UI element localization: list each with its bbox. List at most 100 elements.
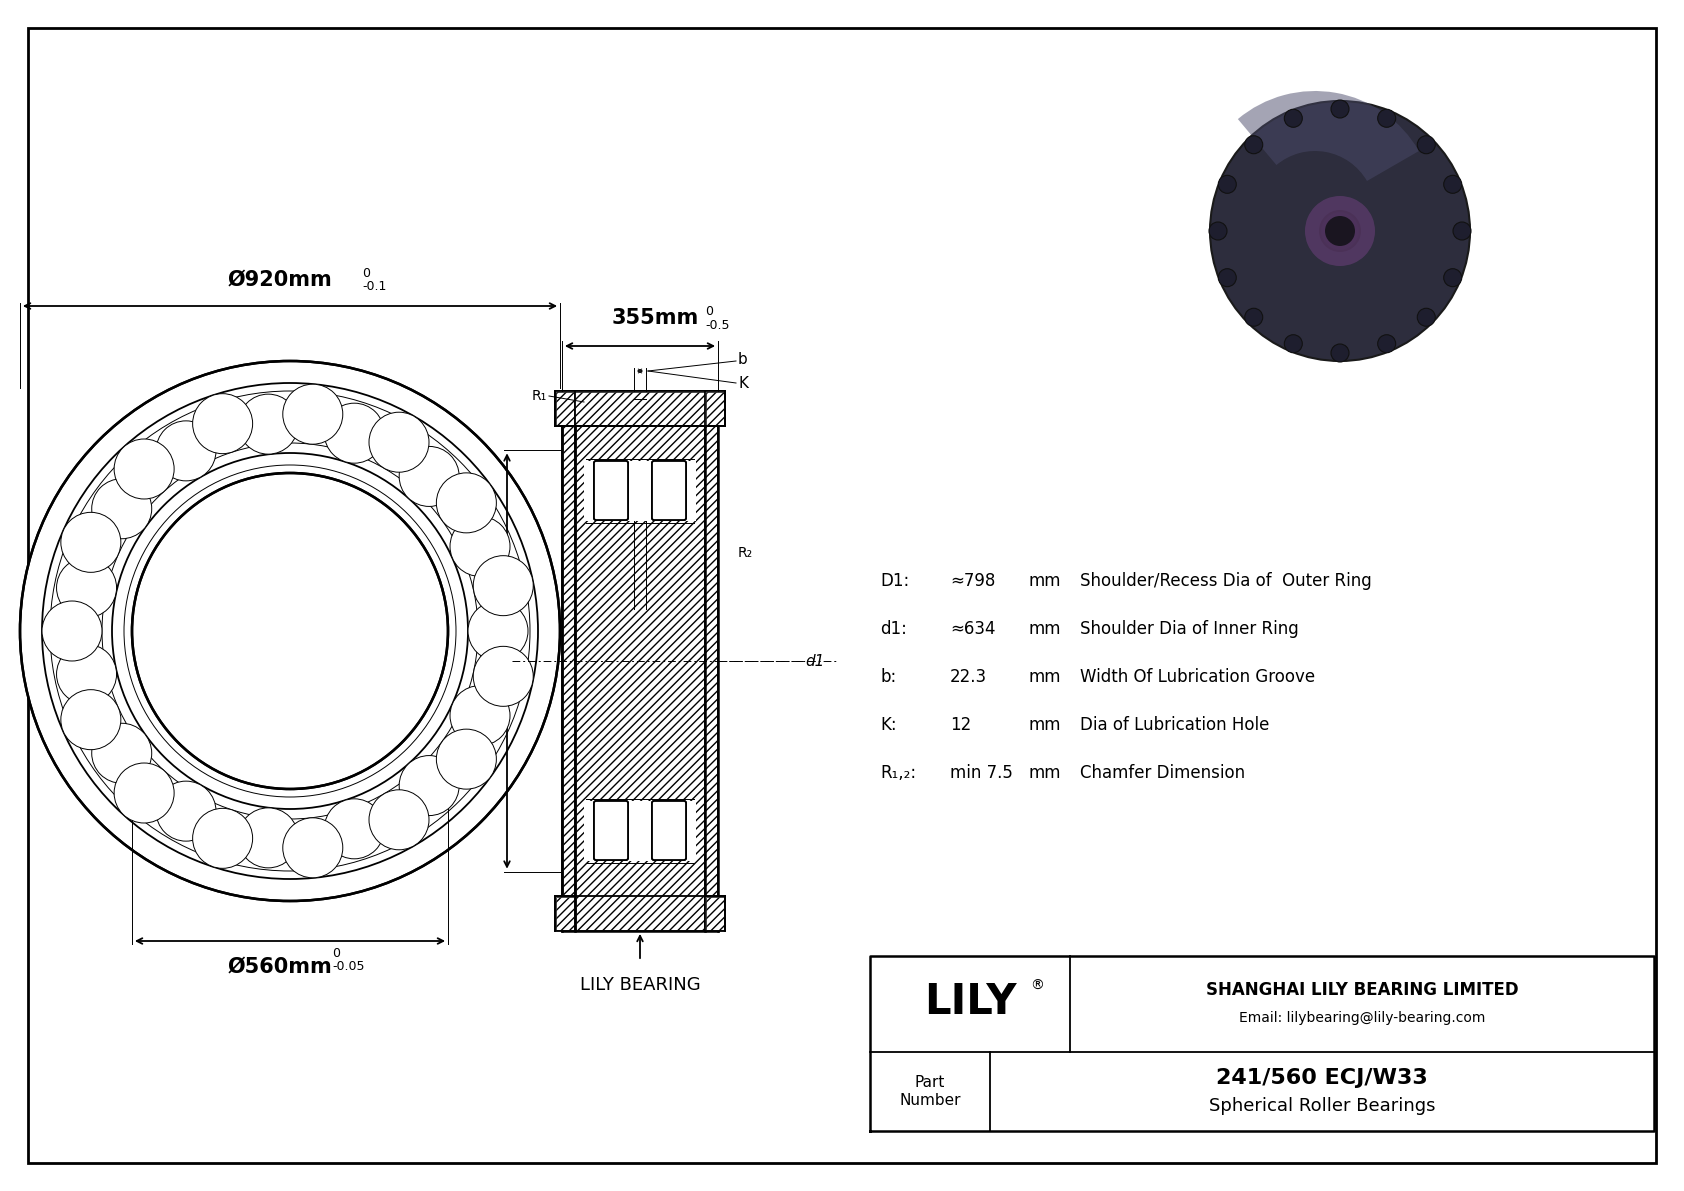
Circle shape [157,781,216,841]
Circle shape [1378,335,1396,353]
Circle shape [57,644,116,704]
Text: mm: mm [1027,763,1061,782]
Circle shape [283,818,344,878]
Circle shape [91,723,152,784]
Circle shape [61,512,121,573]
Text: R₂: R₂ [738,545,753,560]
Circle shape [1443,269,1462,287]
Circle shape [1443,175,1462,193]
Circle shape [192,394,253,454]
Bar [697,392,717,930]
Text: d1:: d1: [881,621,908,638]
Text: Shoulder/Recess Dia of  Outer Ring: Shoulder/Recess Dia of Outer Ring [1079,572,1372,590]
Text: 0: 0 [362,267,370,280]
Circle shape [1418,136,1435,154]
Circle shape [436,729,497,790]
Text: ®: ® [1031,979,1044,993]
Bar [556,391,574,426]
Text: D1:: D1: [881,572,909,590]
Circle shape [237,807,298,868]
Text: R₁: R₁ [532,389,547,403]
Text: Dia of Lubrication Hole: Dia of Lubrication Hole [1079,716,1270,734]
Circle shape [57,557,116,618]
Bar [556,392,574,425]
Bar [706,897,724,930]
FancyBboxPatch shape [652,461,685,520]
Text: Email: lilybearing@lily-bearing.com: Email: lilybearing@lily-bearing.com [1239,1011,1485,1025]
FancyBboxPatch shape [652,802,685,860]
Text: b: b [738,351,748,367]
Text: mm: mm [1027,716,1061,734]
Circle shape [1244,308,1263,326]
Circle shape [1285,335,1302,353]
Text: -0.1: -0.1 [362,280,386,293]
Circle shape [369,790,429,850]
Circle shape [468,601,529,661]
FancyBboxPatch shape [594,461,628,520]
Text: R₁,₂:: R₁,₂: [881,763,916,782]
Circle shape [1211,101,1470,361]
Bar [556,897,574,930]
Text: ≈798: ≈798 [950,572,995,590]
Bar [706,392,724,425]
Circle shape [61,690,121,749]
Text: 355mm: 355mm [611,308,699,328]
Circle shape [1285,110,1302,127]
Circle shape [1218,175,1236,193]
Wedge shape [1305,197,1376,266]
Wedge shape [1238,91,1420,181]
Text: mm: mm [1027,621,1061,638]
Circle shape [473,556,534,616]
Circle shape [325,404,384,463]
Circle shape [1244,136,1263,154]
Bar [706,896,726,931]
Bar [584,461,695,520]
Circle shape [399,755,460,816]
Text: mm: mm [1027,668,1061,686]
Text: 241/560 ECJ/W33: 241/560 ECJ/W33 [1216,1067,1428,1087]
Text: Part
Number: Part Number [899,1075,962,1108]
Circle shape [20,361,561,902]
Circle shape [399,447,460,506]
Bar [695,391,717,931]
Circle shape [1320,211,1361,251]
Circle shape [450,686,510,746]
Bar [584,802,695,861]
Circle shape [283,385,344,444]
Circle shape [1330,100,1349,118]
Circle shape [473,647,534,706]
Circle shape [115,763,173,823]
Circle shape [450,517,510,576]
Text: Spherical Roller Bearings: Spherical Roller Bearings [1209,1097,1435,1115]
Bar [556,391,726,426]
Circle shape [1218,269,1236,287]
FancyBboxPatch shape [594,802,628,860]
Circle shape [237,394,298,454]
Text: K: K [738,375,748,391]
Bar [556,896,574,931]
Bar [706,391,726,426]
Bar [574,391,706,931]
Text: 22.3: 22.3 [950,668,987,686]
Circle shape [192,809,253,868]
Text: K:: K: [881,716,896,734]
Text: LILY: LILY [925,981,1015,1023]
Circle shape [115,439,173,499]
Bar [576,392,704,930]
Text: Width Of Lubrication Groove: Width Of Lubrication Groove [1079,668,1315,686]
Circle shape [1418,308,1435,326]
Circle shape [157,420,216,481]
Bar [562,392,583,930]
Circle shape [1453,222,1472,241]
Text: -0.05: -0.05 [332,960,364,973]
Text: 0: 0 [332,947,340,960]
FancyBboxPatch shape [594,461,628,520]
Text: LILY BEARING: LILY BEARING [579,975,701,994]
Text: Ø920mm: Ø920mm [227,270,332,289]
FancyBboxPatch shape [594,802,628,860]
Circle shape [1378,110,1396,127]
Text: b:: b: [881,668,896,686]
Text: ≈634: ≈634 [950,621,995,638]
Text: 0: 0 [706,305,712,318]
Text: 12: 12 [950,716,972,734]
